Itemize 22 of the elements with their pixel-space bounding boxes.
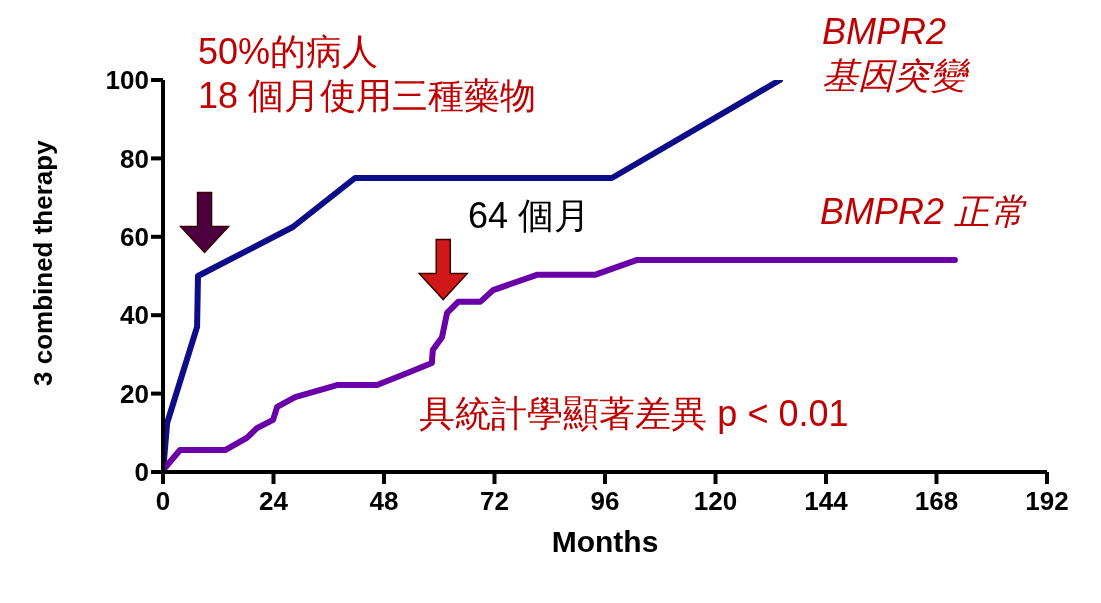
x-axis-title: Months xyxy=(551,525,659,558)
x-tick-label: 120 xyxy=(693,486,738,517)
series-label: BMPR2 正常 xyxy=(819,189,1026,234)
x-tick-label: 48 xyxy=(369,486,399,517)
x-tick-label: 0 xyxy=(155,486,171,517)
y-tick-label: 40 xyxy=(120,300,149,331)
y-tick-label: 20 xyxy=(120,378,149,409)
x-tick-label: 24 xyxy=(259,486,289,517)
x-tick-label: 144 xyxy=(804,486,849,517)
annotation: 18 個月使用三種藥物 xyxy=(198,74,537,118)
x-tick-label: 192 xyxy=(1025,486,1069,517)
y-tick-label: 100 xyxy=(105,65,149,96)
annotation: 64 個月 xyxy=(467,193,591,238)
y-axis-title: 3 combined therapy xyxy=(28,139,59,386)
x-tick-label: 168 xyxy=(914,486,959,517)
annotation: 具統計學顯著差異 p < 0.01 xyxy=(419,392,849,436)
y-tick-label: 0 xyxy=(134,457,149,488)
text: 50%的病人 xyxy=(198,30,379,74)
x-tick-label: 96 xyxy=(590,486,620,517)
x-tick-label: 72 xyxy=(480,486,509,517)
y-tick-label: 60 xyxy=(120,222,149,253)
y-tick-label: 80 xyxy=(120,143,149,174)
